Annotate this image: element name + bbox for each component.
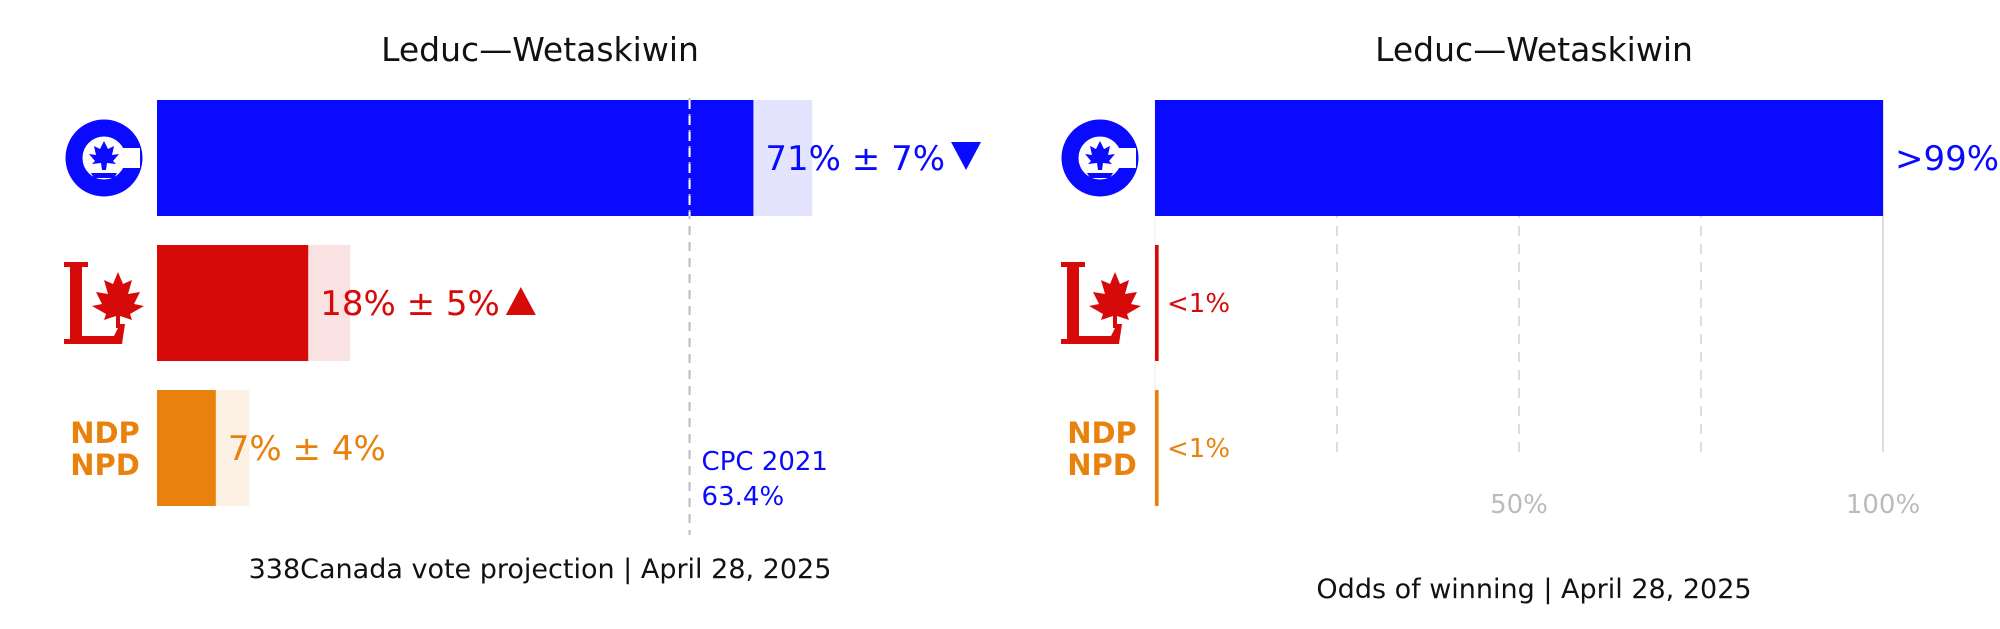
lpc-value-label: 18% ± 5%: [320, 284, 500, 324]
liberal-logo-icon: [1061, 262, 1141, 344]
odds-bars: [1155, 100, 1883, 506]
reference-line-label: CPC 2021: [702, 447, 828, 477]
lpc-odds-label: <1%: [1167, 289, 1230, 319]
odds-title: Leduc—Wetaskiwin: [1375, 30, 1693, 69]
cpc-bar: [157, 100, 754, 216]
trend-up-icon: [505, 287, 536, 315]
conservative-logo-icon: [65, 119, 143, 197]
ndp-value-label: 7% ± 4%: [228, 429, 386, 469]
cpc-odds-label: >99%: [1895, 139, 1999, 179]
ndp-odds-bar: [1155, 390, 1159, 506]
lpc-bar: [157, 245, 309, 361]
ndp-logo-line1: NDP: [1067, 416, 1137, 450]
reference-line-value: 63.4%: [702, 482, 785, 512]
vote-projection-labels: 71% ± 7% 18% ± 5% 7% ± 4%: [228, 100, 982, 469]
conservative-logo-icon: [1061, 119, 1139, 197]
ndp-logo-line1: NDP: [70, 416, 140, 450]
ndp-bar: [157, 390, 216, 506]
trend-down-icon: [951, 142, 982, 170]
tick-label-100: 100%: [1846, 490, 1920, 520]
odds-labels: >99% <1% <1%: [1167, 139, 1999, 464]
tick-label-50: 50%: [1490, 490, 1548, 520]
vote-projection-caption: 338Canada vote projection | April 28, 20…: [249, 554, 832, 585]
odds-tick-labels: 50% 100%: [1490, 490, 1920, 520]
vote-projection-title: Leduc—Wetaskiwin: [381, 30, 699, 69]
ndp-logo-icon: NDP NPD: [70, 416, 140, 482]
cpc-value-label: 71% ± 7%: [765, 139, 945, 179]
vote-projection-bars: [157, 100, 754, 506]
odds-panel: Leduc—Wetaskiwin >99% <1% <1% 50% 100% Odds…: [1154, 30, 1999, 605]
ndp-odds-label: <1%: [1167, 434, 1230, 464]
liberal-logo-icon: [64, 262, 144, 344]
ndp-logo-icon: NDP NPD: [1067, 416, 1137, 482]
vote-projection-panel: Leduc—Wetaskiwin 71% ± 7% 18% ± 5% 7% ± 4%…: [157, 30, 982, 585]
lpc-odds-bar: [1155, 245, 1159, 361]
ndp-logo-line2: NPD: [70, 448, 140, 482]
ndp-logo-line2: NPD: [1067, 448, 1137, 482]
odds-caption: Odds of winning | April 28, 2025: [1316, 574, 1751, 605]
cpc-odds-bar: [1155, 100, 1883, 216]
